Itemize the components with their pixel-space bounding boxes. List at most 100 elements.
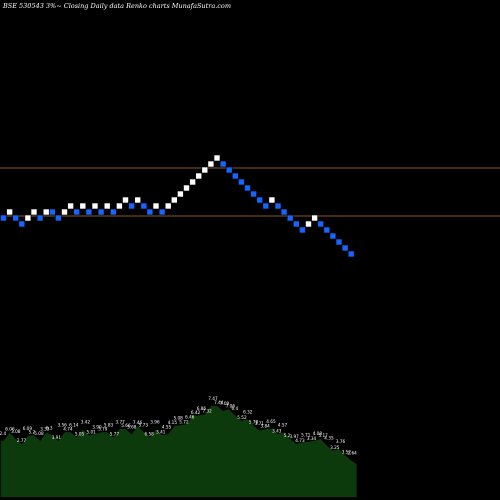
down-brick (232, 172, 239, 180)
volume-label: 5.2 (29, 430, 36, 435)
volume-label: 5.77 (110, 432, 120, 437)
volume-label: 5.08 (174, 416, 184, 421)
down-brick (256, 196, 264, 204)
volume-label: 6.06 (5, 427, 15, 432)
up-brick (116, 202, 123, 210)
volume-label: 3.79 (98, 427, 108, 432)
volume-label: 5.2 (284, 433, 291, 438)
volume-label: 4.57 (278, 423, 288, 428)
volume-label: 5.52 (237, 415, 247, 420)
chart-title: BSE 530543 3%~ Closing Daily data Renko … (2, 2, 231, 10)
volume-label: 3.52 (342, 449, 352, 454)
volume-label: 7.09 (220, 401, 230, 406)
down-brick (110, 208, 117, 216)
down-brick (329, 232, 337, 240)
down-brick (36, 214, 44, 222)
down-brick (262, 202, 270, 210)
renko-bricks (0, 154, 355, 258)
volume-area: 2.46.063.082.776.095.2 5.083.336.33.913.5… (0, 396, 358, 499)
volume-label: 2.64 (348, 451, 358, 456)
down-brick (146, 208, 154, 216)
volume-label: 4.65 (266, 419, 276, 424)
up-brick (24, 214, 32, 222)
down-brick (85, 208, 93, 216)
volume-label: 4.15 (168, 420, 178, 425)
volume-label: 2.77 (17, 438, 27, 443)
volume-label: 6.86 (197, 406, 207, 411)
down-brick (225, 166, 233, 174)
volume-label: 3.91 (52, 435, 62, 440)
volume-label: 2.4 (0, 431, 6, 436)
down-brick (244, 184, 251, 192)
volume-label: 5.08 (34, 431, 44, 436)
up-brick (79, 202, 87, 210)
up-brick (6, 208, 13, 216)
reference-lines (0, 167, 500, 217)
volume-label: 6.4 (232, 406, 239, 411)
volume-label: 3.56 (58, 423, 68, 428)
volume-label: 7.32 (203, 409, 213, 414)
volume-label: 4.74 (63, 427, 73, 432)
volume-label: 4.08 (313, 431, 323, 436)
volume-label: 5.78 (249, 420, 259, 425)
volume-label: 3.90 (92, 424, 102, 429)
volume-label: 7.44 (214, 400, 224, 405)
down-brick (73, 208, 80, 216)
volume-label: 4.35 (324, 436, 334, 441)
volume-label: 5.01 (87, 430, 97, 435)
volume-label: 6.09 (23, 426, 33, 431)
up-brick (201, 166, 209, 174)
volume-label: 7.06 (226, 404, 236, 409)
volume-label: 3.33 (40, 427, 50, 432)
up-brick (213, 154, 221, 162)
volume-label: 4.73 (295, 438, 305, 443)
down-brick (299, 226, 306, 234)
up-brick (195, 172, 202, 180)
down-brick (317, 220, 325, 228)
down-brick (158, 208, 166, 216)
down-brick (48, 208, 56, 216)
up-brick (91, 202, 99, 210)
up-brick (189, 178, 196, 186)
volume-label: 3.34 (307, 436, 317, 441)
volume-label: 3.71 (255, 421, 265, 426)
down-brick (0, 214, 7, 222)
volume-label: 6.14 (69, 422, 79, 427)
volume-label: 6.42 (191, 410, 201, 415)
down-brick (238, 178, 245, 186)
down-brick (341, 244, 349, 252)
up-brick (183, 184, 190, 192)
volume-label: 6.3 (46, 426, 53, 431)
down-brick (335, 238, 343, 246)
volume-label: 5.72 (179, 420, 189, 425)
down-brick (12, 214, 19, 222)
volume-label: 3.77 (116, 419, 126, 424)
down-brick (18, 220, 26, 228)
volume-label: 5.71 (301, 433, 311, 438)
volume-label: 7.46 (133, 420, 143, 425)
down-brick (219, 160, 227, 168)
volume-label: 3.25 (330, 445, 340, 450)
up-brick (164, 202, 172, 210)
volume-label: 3.84 (261, 423, 271, 428)
volume-label: 3.42 (81, 419, 91, 424)
down-brick (347, 250, 355, 258)
up-brick (30, 208, 38, 216)
up-brick (67, 202, 74, 210)
volume-label: 5.66 (121, 423, 131, 428)
up-brick (177, 190, 184, 198)
up-brick (268, 196, 276, 204)
up-brick (311, 214, 318, 222)
down-brick (97, 208, 105, 216)
volume-label: 4.55 (162, 424, 172, 429)
volume-fill (0, 404, 358, 499)
up-brick (171, 196, 178, 204)
volume-label: 5.83 (104, 422, 114, 427)
up-brick (134, 196, 141, 204)
volume-label: 3.76 (336, 439, 346, 444)
up-brick (103, 202, 111, 210)
up-brick (207, 160, 215, 168)
volume-label: 3.68 (127, 424, 137, 429)
